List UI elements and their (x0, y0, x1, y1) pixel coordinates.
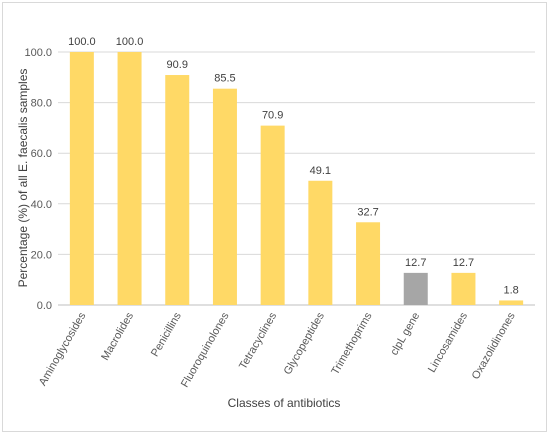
x-tick-label: Tetracyclines (237, 310, 279, 371)
data-label: 100.0 (68, 36, 96, 48)
y-axis-title: Percentage (%) of all E. faecalis sample… (16, 69, 30, 288)
data-label: 85.5 (214, 73, 235, 85)
bar-penicillins (165, 75, 190, 305)
bar-oxazolidinones (499, 300, 524, 305)
x-axis-title: Classes of antibiotics (228, 396, 341, 410)
x-tick-label: Lincosamides (426, 310, 470, 375)
data-labels: 100.0 100.0 90.9 85.5 70.9 49.1 32.7 12.7 12.7 1.… (68, 36, 519, 296)
bar-lincosamides (451, 272, 476, 305)
data-label: 49.1 (310, 165, 331, 177)
y-tick-label: 20.0 (31, 249, 52, 261)
y-tick-label: 40.0 (31, 199, 52, 211)
x-tick-label: clpL gene (388, 311, 422, 358)
bar-aminoglycosides (69, 52, 94, 305)
y-tick-label: 60.0 (31, 148, 52, 160)
x-tick-label: Glycopeptides (282, 310, 327, 377)
x-tick-label: Fluoroquinolones (179, 310, 232, 390)
data-label: 90.9 (167, 59, 188, 71)
x-tick-label: Aminoglycosides (37, 310, 89, 388)
x-tick-label: Trimethoprims (329, 310, 375, 377)
y-tick-label: 80.0 (31, 98, 52, 110)
bar-glycopeptides (308, 180, 333, 305)
data-label: 70.9 (262, 110, 283, 122)
y-tick-label: 100.0 (24, 47, 52, 59)
y-tick-labels: 0.0 20.0 40.0 60.0 80.0 100.0 (24, 47, 52, 312)
data-label: 12.7 (405, 257, 426, 269)
data-label: 12.7 (453, 257, 474, 269)
x-tick-label: Penicillins (149, 310, 184, 359)
x-tick-labels: Aminoglycosides Macrolides PenicillinsFluo… (37, 310, 518, 390)
data-label: 1.8 (504, 284, 519, 296)
bar-macrolides (117, 52, 142, 305)
bars (69, 52, 524, 305)
x-tick-label: Oxazolidinones (470, 310, 518, 382)
bar-tetracyclines (260, 125, 285, 305)
data-label: 100.0 (116, 36, 144, 48)
bar-clpl-gene (403, 272, 428, 305)
x-tick-label: Macrolides (99, 310, 136, 362)
bar-trimethoprims (356, 222, 381, 305)
bar-fluoroquinolones (212, 88, 237, 305)
data-label: 32.7 (357, 206, 378, 218)
y-tick-label: 0.0 (37, 300, 52, 312)
